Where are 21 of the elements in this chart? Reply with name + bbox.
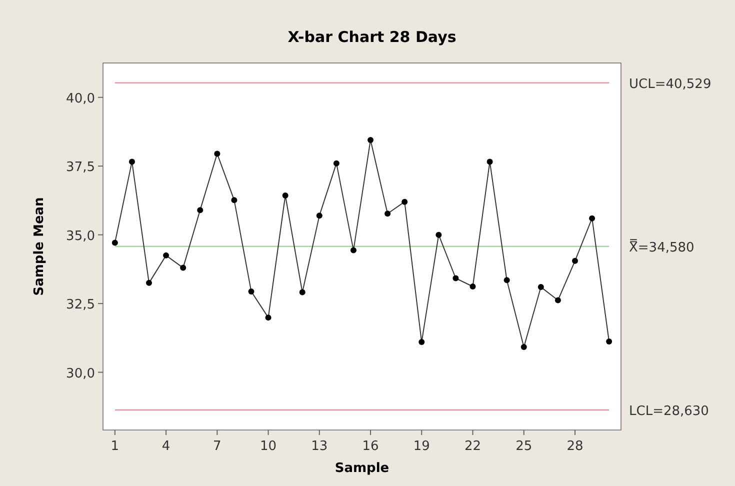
x-tick-label: 10 [260,439,277,454]
ref-line-label: LCL=28,630 [629,404,709,419]
x-tick-label: 28 [566,439,584,454]
x-tick-label: 16 [362,439,379,454]
x-axis-title: Sample [334,461,390,476]
y-tick-label: 37,5 [66,160,95,176]
x-tick-label: 7 [213,439,222,454]
x-tick-label: 13 [311,439,328,454]
x-tick-label: 19 [413,439,430,454]
x-tick-label: 1 [110,439,120,454]
y-tick-label: 30,0 [66,366,95,382]
x-tick-label: 22 [464,439,482,454]
y-tick-label: 40,0 [66,91,95,106]
x-tick-label: 25 [516,439,532,454]
y-tick-label: 32,5 [66,298,95,313]
ref-line-label: UCL=40,529 [629,76,712,92]
x-tick-label: 4 [162,439,170,454]
y-axis-title: Sample Mean [32,197,47,296]
y-tick-label: 35,0 [66,228,95,244]
chart-title: X-bar Chart 28 Days [288,28,456,46]
ref-line-label: X̿=34,580 [629,238,694,256]
